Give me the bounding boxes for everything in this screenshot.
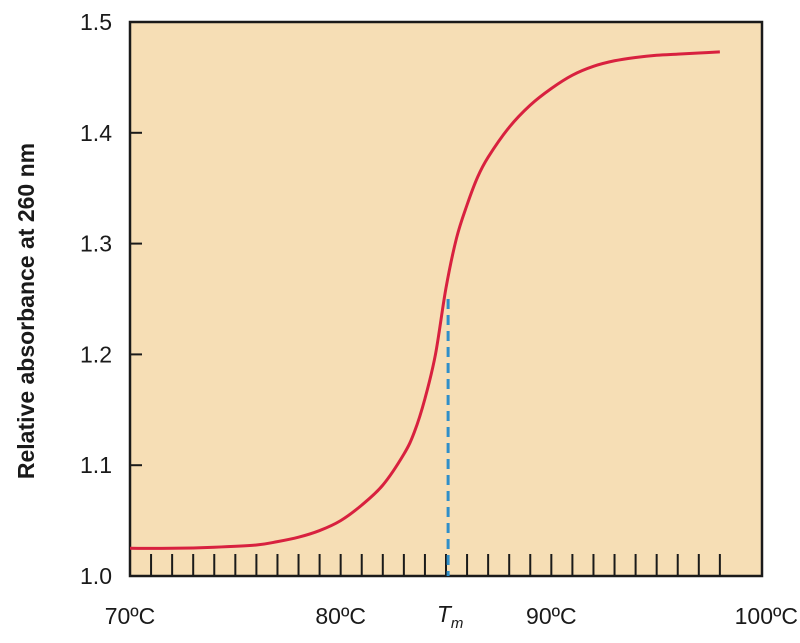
x-tick-label: 70ºC (105, 603, 156, 629)
y-tick-label: 1.0 (80, 563, 112, 589)
x-tick-label: 80ºC (315, 603, 366, 629)
x-tick-labels: 70ºC 80ºC 90ºC 100ºC (105, 603, 798, 629)
y-tick-label: 1.5 (80, 9, 112, 35)
y-ticks (130, 21, 142, 467)
plot-area (128, 20, 764, 578)
y-tick-label: 1.2 (80, 341, 112, 367)
y-tick-label: 1.3 (80, 231, 112, 257)
melting-curve-line (129, 50, 720, 550)
y-tick-label: 1.4 (80, 120, 112, 146)
x-minor-ticks (150, 554, 721, 576)
y-tick-labels: 1.0 1.1 1.2 1.3 1.4 1.5 (80, 9, 112, 589)
tm-label: Tm (437, 601, 464, 632)
y-axis-title: Relative absorbance at 260 nm (13, 143, 39, 479)
y-tick-label: 1.1 (80, 452, 112, 478)
x-tick-label: 90ºC (526, 603, 577, 629)
x-tick-label: 100ºC (735, 603, 798, 629)
